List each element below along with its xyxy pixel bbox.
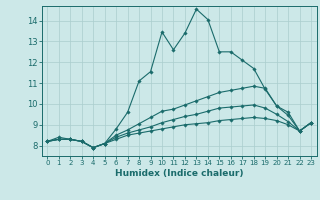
- X-axis label: Humidex (Indice chaleur): Humidex (Indice chaleur): [115, 169, 244, 178]
